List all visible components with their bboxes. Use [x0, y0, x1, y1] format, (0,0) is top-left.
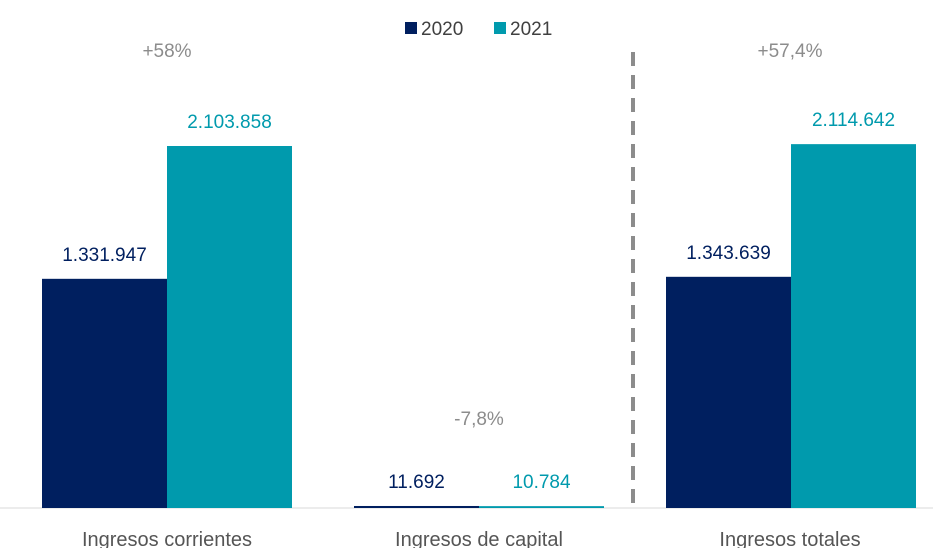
- data-label-2021-ingresos-corrientes: 2.103.858: [187, 112, 272, 133]
- legend-swatch-2021: [494, 22, 506, 34]
- bars: 1.331.947 11.692 1.343.639 2.103.858 10.784 2…: [42, 110, 916, 508]
- data-label-2021-ingresos-de-capital: 10.784: [512, 472, 571, 493]
- bar-2020-ingresos-de-capital: [354, 505, 479, 508]
- data-label-2020-ingresos-de-capital: 11.692: [388, 472, 445, 493]
- legend: 2020 2021: [405, 19, 552, 40]
- category-label-ingresos-totales: Ingresos totales: [719, 529, 860, 548]
- change-label-ingresos-corrientes: +58%: [142, 41, 191, 62]
- bar-2021-ingresos-de-capital: [479, 506, 604, 508]
- bar-2021-ingresos-totales: [791, 144, 916, 508]
- legend-label-2020: 2020: [421, 19, 463, 40]
- bar-2021-ingresos-corrientes: [167, 146, 292, 508]
- data-label-2020-ingresos-corrientes: 1.331.947: [62, 245, 147, 266]
- change-label-ingresos-totales: +57,4%: [758, 41, 823, 62]
- category-labels: Ingresos corrientes Ingresos de capital …: [82, 529, 861, 548]
- legend-swatch-2020: [405, 22, 417, 34]
- change-label-ingresos-de-capital: -7,8%: [454, 409, 504, 430]
- bar-2020-ingresos-corrientes: [42, 278, 167, 508]
- data-label-2021-ingresos-totales: 2.114.642: [812, 110, 895, 131]
- change-labels: +58% -7,8% +57,4%: [142, 41, 822, 430]
- data-label-2020-ingresos-totales: 1.343.639: [686, 243, 771, 264]
- bar-2020-ingresos-totales: [666, 276, 791, 508]
- legend-label-2021: 2021: [510, 19, 552, 40]
- category-label-ingresos-de-capital: Ingresos de capital: [395, 529, 563, 548]
- category-label-ingresos-corrientes: Ingresos corrientes: [82, 529, 252, 548]
